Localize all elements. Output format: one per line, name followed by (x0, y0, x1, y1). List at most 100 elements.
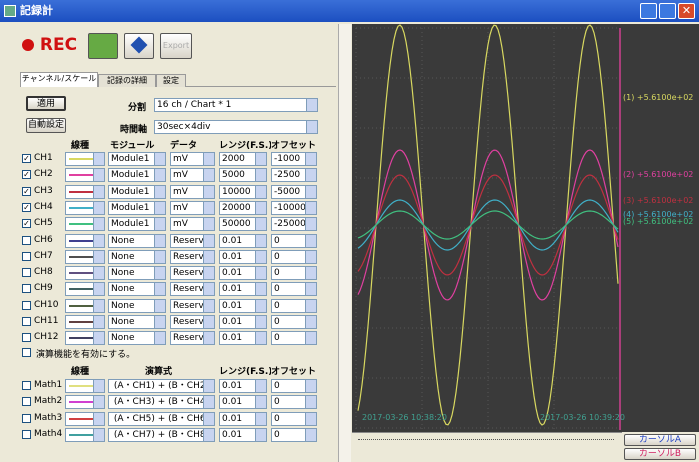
data-select[interactable]: Reserve (170, 299, 215, 313)
data-select[interactable]: mV (170, 168, 215, 182)
offset-select[interactable]: -2500 (271, 168, 317, 182)
line-type-select[interactable] (65, 185, 105, 199)
module-select[interactable]: None (108, 282, 166, 296)
range-select[interactable]: 0.01 (219, 395, 267, 409)
channel-name: CH4 (34, 202, 64, 212)
line-type-select[interactable] (65, 201, 105, 215)
channel-checkbox[interactable] (22, 333, 31, 342)
range-select[interactable]: 20000 (219, 201, 267, 215)
line-type-select[interactable] (65, 282, 105, 296)
data-select[interactable]: mV (170, 152, 215, 166)
module-select[interactable]: None (108, 299, 166, 313)
channel-checkbox[interactable] (22, 284, 31, 293)
line-type-select[interactable] (65, 234, 105, 248)
offset-select[interactable]: -1000 (271, 152, 317, 166)
offset-select[interactable]: 0 (271, 266, 317, 280)
data-select[interactable]: Reserve (170, 234, 215, 248)
expression-field[interactable]: (A・CH7) + (B・CH8) (108, 428, 215, 442)
module-select[interactable]: Module1 (108, 185, 166, 199)
module-select[interactable]: None (108, 266, 166, 280)
line-type-select[interactable] (65, 250, 105, 264)
expression-field[interactable]: (A・CH3) + (B・CH4) (108, 395, 215, 409)
range-select[interactable]: 0.01 (219, 331, 267, 345)
data-select[interactable]: mV (170, 185, 215, 199)
cursor-b-button[interactable]: カーソルB (624, 448, 696, 460)
range-select[interactable]: 2000 (219, 152, 267, 166)
range-select[interactable]: 0.01 (219, 412, 267, 426)
line-type-select[interactable] (65, 412, 105, 426)
data-select[interactable]: Reserve (170, 315, 215, 329)
tab[interactable]: チャンネル/スケール (20, 72, 98, 87)
range-select[interactable]: 50000 (219, 217, 267, 231)
range-select[interactable]: 0.01 (219, 379, 267, 393)
line-type-select[interactable] (65, 299, 105, 313)
line-type-select[interactable] (65, 266, 105, 280)
line-type-select[interactable] (65, 217, 105, 231)
data-select[interactable]: Reserve (170, 250, 215, 264)
channel-checkbox[interactable]: ✓ (22, 219, 31, 228)
channel-checkbox[interactable] (22, 317, 31, 326)
module-select[interactable]: Module1 (108, 201, 166, 215)
tab[interactable]: 設定 (156, 74, 186, 87)
offset-select[interactable]: -10000 (271, 201, 317, 215)
range-select[interactable]: 0.01 (219, 428, 267, 442)
module-select[interactable]: Module1 (108, 168, 166, 182)
module-select[interactable]: None (108, 331, 166, 345)
line-type-select[interactable] (65, 315, 105, 329)
offset-select[interactable]: 0 (271, 331, 317, 345)
data-select[interactable]: Reserve (170, 331, 215, 345)
offset-select[interactable]: 0 (271, 299, 317, 313)
math-name: Math2 (34, 396, 64, 406)
range-select[interactable]: 5000 (219, 168, 267, 182)
offset-select[interactable]: 0 (271, 234, 317, 248)
offset-select[interactable]: 0 (271, 315, 317, 329)
line-type-select[interactable] (65, 379, 105, 393)
offset-select[interactable]: -25000 (271, 217, 317, 231)
offset-select[interactable]: -5000 (271, 185, 317, 199)
math-checkbox[interactable] (22, 397, 31, 406)
expression-field[interactable]: (A・CH5) + (B・CH6) (108, 412, 215, 426)
expression-field[interactable]: (A・CH1) + (B・CH2) (108, 379, 215, 393)
line-type-select[interactable] (65, 395, 105, 409)
range-select[interactable]: 0.01 (219, 315, 267, 329)
channel-checkbox[interactable]: ✓ (22, 203, 31, 212)
module-select[interactable]: Module1 (108, 217, 166, 231)
channel-checkbox[interactable] (22, 252, 31, 261)
module-select[interactable]: Module1 (108, 152, 166, 166)
time-scrollbar[interactable] (352, 432, 622, 462)
data-select[interactable]: mV (170, 217, 215, 231)
math-checkbox[interactable] (22, 414, 31, 423)
line-type-select[interactable] (65, 152, 105, 166)
range-select[interactable]: 0.01 (219, 234, 267, 248)
channel-checkbox[interactable]: ✓ (22, 154, 31, 163)
offset-select[interactable]: 0 (271, 395, 317, 409)
math-checkbox[interactable] (22, 381, 31, 390)
offset-select[interactable]: 0 (271, 428, 317, 442)
line-type-select[interactable] (65, 168, 105, 182)
module-select[interactable]: None (108, 250, 166, 264)
data-select[interactable]: mV (170, 201, 215, 215)
channel-checkbox[interactable] (22, 268, 31, 277)
data-select[interactable]: Reserve (170, 266, 215, 280)
range-select[interactable]: 0.01 (219, 299, 267, 313)
offset-select[interactable]: 0 (271, 412, 317, 426)
channel-checkbox[interactable]: ✓ (22, 170, 31, 179)
offset-select[interactable]: 0 (271, 282, 317, 296)
channel-checkbox[interactable] (22, 236, 31, 245)
module-select[interactable]: None (108, 234, 166, 248)
cursor-a-button[interactable]: カーソルA (624, 434, 696, 446)
range-select[interactable]: 0.01 (219, 250, 267, 264)
range-select[interactable]: 0.01 (219, 266, 267, 280)
line-type-select[interactable] (65, 428, 105, 442)
channel-checkbox[interactable] (22, 301, 31, 310)
offset-select[interactable]: 0 (271, 379, 317, 393)
math-checkbox[interactable] (22, 430, 31, 439)
range-select[interactable]: 10000 (219, 185, 267, 199)
offset-select[interactable]: 0 (271, 250, 317, 264)
range-select[interactable]: 0.01 (219, 282, 267, 296)
data-select[interactable]: Reserve (170, 282, 215, 296)
channel-checkbox[interactable]: ✓ (22, 187, 31, 196)
tab[interactable]: 記録の詳細 (98, 74, 156, 87)
line-type-select[interactable] (65, 331, 105, 345)
module-select[interactable]: None (108, 315, 166, 329)
